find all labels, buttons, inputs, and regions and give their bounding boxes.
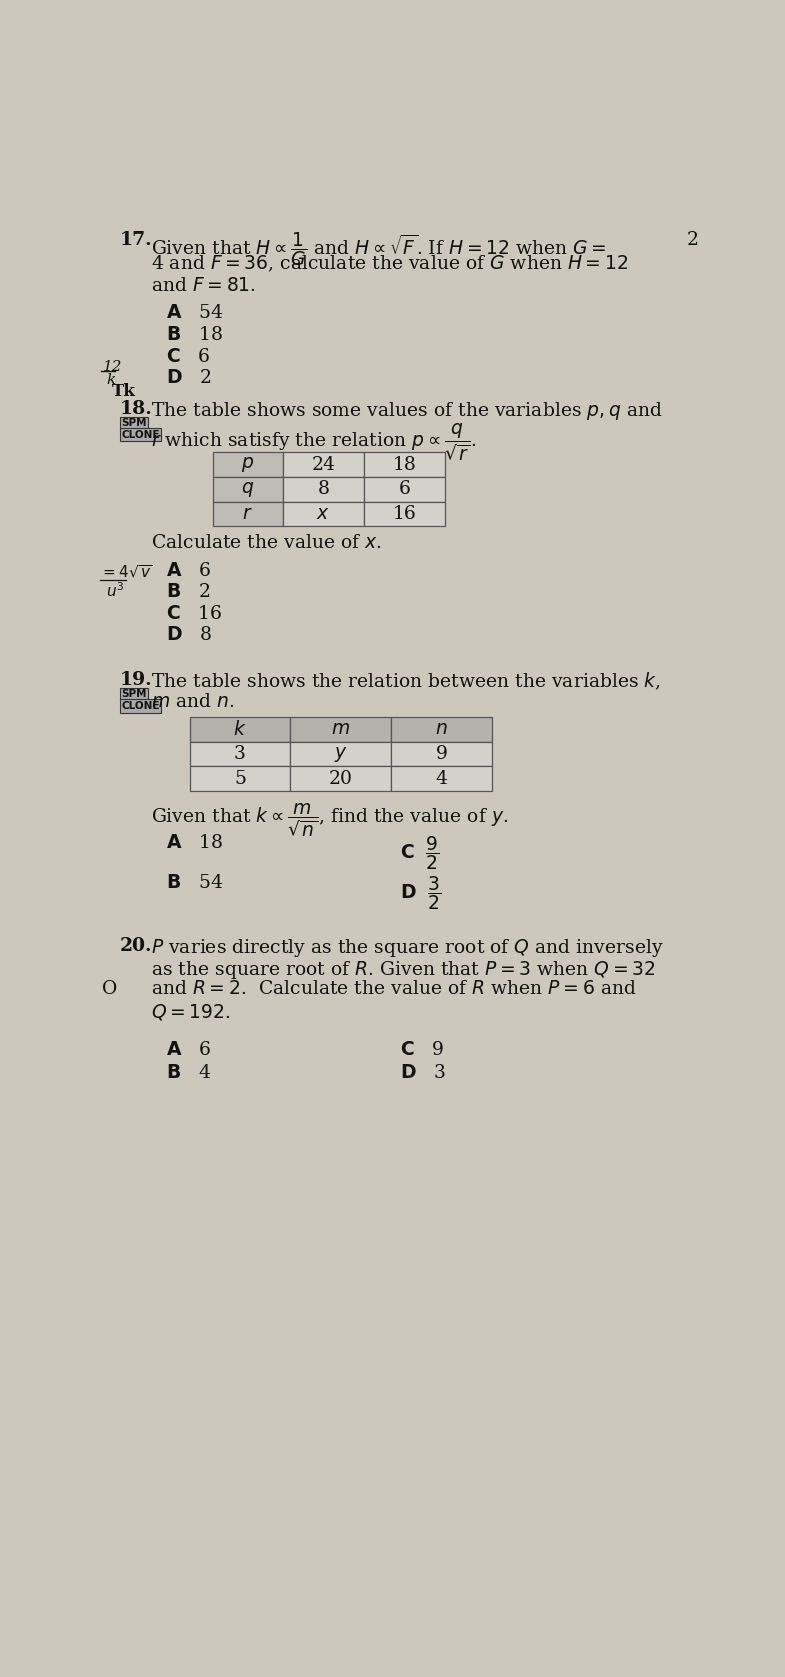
Text: and $R = 2$.  Calculate the value of $R$ when $P = 6$ and: and $R = 2$. Calculate the value of $R$ … [151,981,637,998]
Text: The table shows the relation between the variables $k$,: The table shows the relation between the… [151,671,661,693]
Text: 19.: 19. [120,671,152,689]
Text: $n$: $n$ [435,721,447,738]
Text: $r$ which satisfy the relation $p \propto \dfrac{q}{\sqrt{r}}$.: $r$ which satisfy the relation $p \propt… [151,421,476,463]
Text: $\mathbf{C}$   9: $\mathbf{C}$ 9 [400,1040,444,1058]
Text: $\mathbf{D}$   3: $\mathbf{D}$ 3 [400,1063,447,1082]
Text: 18.: 18. [120,399,152,418]
Bar [213,476,283,501]
Text: SPM: SPM [122,418,147,428]
Text: $m$: $m$ [331,721,350,738]
Text: as the square root of $R$. Given that $P = 3$ when $Q = 32$: as the square root of $R$. Given that $P… [151,959,655,981]
Text: Calculate the value of $x$.: Calculate the value of $x$. [151,533,382,552]
Text: 6: 6 [399,480,411,498]
Text: $\mathbf{A}$   6: $\mathbf{A}$ 6 [166,562,211,580]
Text: 2: 2 [687,230,699,248]
Bar [391,741,492,766]
Text: $\mathbf{C}$   6: $\mathbf{C}$ 6 [166,347,210,366]
Text: 4: 4 [436,770,447,788]
Text: 20: 20 [329,770,352,788]
Text: $\mathbf{D}$  $\dfrac{3}{2}$: $\mathbf{D}$ $\dfrac{3}{2}$ [400,874,442,912]
Text: $\mathbf{D}$   2: $\mathbf{D}$ 2 [166,369,212,387]
Text: 8: 8 [317,480,329,498]
Text: Given that $H \propto \dfrac{1}{G}$ and $H \propto \sqrt{F}$. If $H = 12$ when $: Given that $H \propto \dfrac{1}{G}$ and … [151,230,606,268]
Text: 20.: 20. [120,937,152,956]
Bar [290,766,391,792]
Text: $x$: $x$ [316,505,330,523]
Bar [391,718,492,741]
Text: $P$ varies directly as the square root of $Q$ and inversely: $P$ varies directly as the square root o… [151,937,663,959]
Text: 4 and $F = 36$, calculate the value of $G$ when $H = 12$: 4 and $F = 36$, calculate the value of $… [151,253,628,273]
Text: $m$ and $n$.: $m$ and $n$. [151,693,234,711]
Bar [189,766,290,792]
Bar [364,501,445,527]
Text: $\mathbf{A}$   54: $\mathbf{A}$ 54 [166,305,224,322]
Bar [364,476,445,501]
Text: 18: 18 [392,456,417,473]
Text: The table shows some values of the variables $p, q$ and: The table shows some values of the varia… [151,399,663,423]
Text: $\mathbf{D}$   8: $\mathbf{D}$ 8 [166,626,213,644]
Bar [283,476,364,501]
Text: $q$: $q$ [241,480,254,498]
Text: $p$: $p$ [241,454,254,475]
Text: $\mathbf{C}$   16: $\mathbf{C}$ 16 [166,605,223,622]
Bar [189,741,290,766]
Bar [189,718,290,741]
Text: 24: 24 [312,456,335,473]
Text: CLONE: CLONE [122,429,160,439]
Bar [283,453,364,476]
Text: $\mathbf{C}$  $\dfrac{9}{2}$: $\mathbf{C}$ $\dfrac{9}{2}$ [400,833,440,872]
Text: $u^3$: $u^3$ [106,582,124,600]
Text: $k$: $k$ [233,719,246,740]
Bar [283,501,364,527]
Text: Given that $k \propto \dfrac{m}{\sqrt{n}}$, find the value of $y$.: Given that $k \propto \dfrac{m}{\sqrt{n}… [151,802,508,840]
Text: CLONE: CLONE [122,701,160,711]
Text: O: O [102,981,117,998]
Text: Tk: Tk [112,382,136,399]
Text: $y$: $y$ [334,745,348,763]
Text: and $F = 81$.: and $F = 81$. [151,277,256,295]
Text: $Q = 192$.: $Q = 192$. [151,1003,230,1021]
Bar [364,453,445,476]
Bar [213,453,283,476]
Text: 17.: 17. [120,230,152,248]
Text: $\mathbf{A}$   18: $\mathbf{A}$ 18 [166,833,224,852]
Text: 16: 16 [392,505,417,523]
Text: SPM: SPM [122,689,147,699]
Text: 3: 3 [234,745,246,763]
Text: k: k [106,372,115,387]
Bar [391,766,492,792]
Text: $\mathbf{B}$   4: $\mathbf{B}$ 4 [166,1063,212,1082]
Text: $\mathbf{B}$   2: $\mathbf{B}$ 2 [166,584,210,600]
Text: $\mathbf{B}$   54: $\mathbf{B}$ 54 [166,874,224,892]
Text: 9: 9 [436,745,447,763]
Text: $\mathbf{A}$   6: $\mathbf{A}$ 6 [166,1040,211,1058]
Text: $\mathbf{B}$   18: $\mathbf{B}$ 18 [166,325,223,344]
Bar [290,718,391,741]
Bar [213,501,283,527]
Text: 12: 12 [103,361,122,374]
Text: $= 4\sqrt{v}$: $= 4\sqrt{v}$ [100,563,152,580]
Text: 5: 5 [234,770,246,788]
Text: $r$: $r$ [243,505,253,523]
Bar [290,741,391,766]
